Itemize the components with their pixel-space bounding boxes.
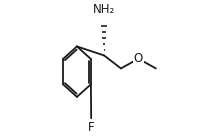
Text: O: O: [134, 52, 143, 65]
Text: F: F: [88, 121, 94, 134]
Text: NH₂: NH₂: [93, 3, 115, 16]
